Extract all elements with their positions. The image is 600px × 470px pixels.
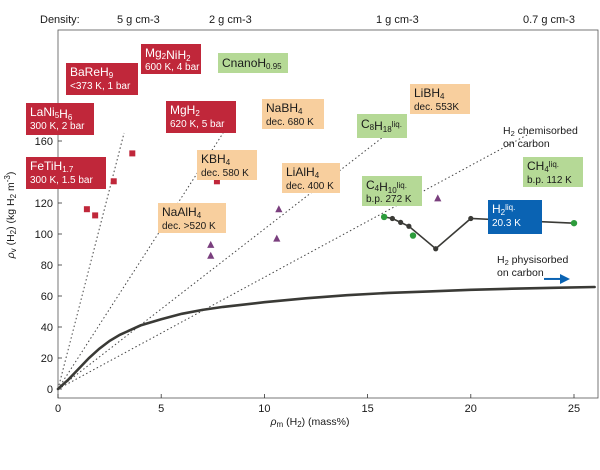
marker-13 bbox=[570, 219, 578, 227]
marker-7 bbox=[207, 240, 215, 248]
marker-3 bbox=[92, 212, 99, 219]
label-title-7: KBH4 bbox=[201, 152, 231, 167]
label-box-10 bbox=[410, 84, 470, 114]
physisorption-curve bbox=[56, 285, 596, 391]
chemisorption-label-line2: on carbon bbox=[503, 138, 550, 150]
y-tick-label-6: 120 bbox=[35, 198, 53, 210]
y-axis-label: ρv (H2) (kg H2 m-3) bbox=[3, 172, 18, 260]
label-detail-8: dec. >520 K bbox=[162, 221, 216, 232]
physisorption-label-line2: on carbon bbox=[497, 267, 544, 279]
label-title-4: MgH2 bbox=[170, 103, 200, 118]
y-tick-label-5: 100 bbox=[35, 229, 53, 241]
marker-10 bbox=[434, 194, 442, 202]
label-title-6: NaBH4 bbox=[266, 101, 303, 116]
marker-12 bbox=[409, 232, 417, 239]
marker-9 bbox=[273, 234, 281, 242]
density-label-2: 2 g cm-3 bbox=[209, 14, 252, 26]
chemisorption-point-2 bbox=[398, 219, 404, 225]
label-box-14 bbox=[488, 200, 542, 234]
label-detail-12: b.p. 272 K bbox=[366, 194, 412, 205]
density-line-3 bbox=[58, 132, 531, 390]
density-line-1 bbox=[58, 132, 224, 390]
label-box-7 bbox=[197, 150, 257, 180]
y-tick-label-2: 40 bbox=[41, 322, 53, 334]
x-tick-label-1: 5 bbox=[158, 403, 164, 415]
y-tick-label-0: 0 bbox=[47, 384, 53, 396]
label-detail-2: 300 K, 2 bar bbox=[30, 121, 85, 132]
label-title-9: LiAlH4 bbox=[286, 165, 320, 180]
label-title-2: LaNi5H6 bbox=[30, 105, 73, 122]
marker-4 bbox=[213, 178, 220, 185]
label-box-4 bbox=[166, 101, 236, 133]
physisorption-label-line1: H2 physisorbed bbox=[497, 254, 568, 267]
label-detail-3: 300 K, 1.5 bar bbox=[30, 175, 93, 186]
label-title-10: LiBH4 bbox=[414, 86, 445, 101]
label-detail-13: b.p. 112 K bbox=[527, 175, 572, 186]
y-tick-label-3: 60 bbox=[41, 291, 53, 303]
x-axis-label: ρm (H2) (mass%) bbox=[270, 416, 350, 429]
y-tick-label-1: 20 bbox=[41, 353, 53, 365]
label-title-8: NaAlH4 bbox=[162, 205, 202, 220]
marker-1 bbox=[110, 178, 117, 185]
label-detail-14: 20.3 K bbox=[492, 218, 521, 229]
chemisorption-point-3 bbox=[406, 223, 412, 229]
density-line-0 bbox=[58, 132, 125, 390]
label-box-12 bbox=[362, 176, 422, 206]
x-tick-label-3: 15 bbox=[361, 403, 373, 415]
marker-2 bbox=[83, 206, 90, 213]
label-box-5 bbox=[218, 53, 288, 73]
density-label-5: 5 g cm-3 bbox=[117, 14, 160, 26]
label-detail-6: dec. 680 K bbox=[266, 117, 314, 128]
chemisorption-label-line1: H2 chemisorbed bbox=[503, 125, 578, 138]
label-box-6 bbox=[262, 99, 324, 129]
marker-6 bbox=[275, 205, 283, 213]
label-box-9 bbox=[282, 163, 340, 193]
label-detail-1: <373 K, 1 bar bbox=[70, 81, 131, 92]
label-title-0: Mg2NiH2 bbox=[145, 46, 191, 63]
x-tick-label-0: 0 bbox=[55, 403, 61, 415]
label-box-1 bbox=[66, 63, 138, 95]
plot-area: 0510152025020406080100120140160ρm (H2) (… bbox=[3, 29, 599, 429]
chemisorption-point-5 bbox=[468, 215, 474, 222]
label-detail-0: 600 K, 4 bar bbox=[145, 62, 200, 73]
chemisorption-point-1 bbox=[389, 215, 395, 222]
label-detail-9: dec. 400 K bbox=[286, 181, 334, 192]
marker-8 bbox=[207, 251, 215, 259]
y-tick-label-4: 80 bbox=[41, 260, 53, 272]
label-box-13 bbox=[523, 157, 583, 187]
label-title-1: BaReH9 bbox=[70, 65, 114, 80]
label-box-8 bbox=[158, 203, 226, 233]
label-detail-7: dec. 580 K bbox=[201, 168, 249, 179]
density-label-1: 1 g cm-3 bbox=[376, 14, 419, 26]
label-box-11 bbox=[357, 114, 407, 138]
chemisorption-point-4 bbox=[433, 246, 439, 252]
density-header: Density: bbox=[40, 14, 80, 26]
x-tick-label-2: 10 bbox=[258, 403, 270, 415]
label-box-0 bbox=[141, 44, 201, 74]
plot-frame bbox=[57, 29, 599, 399]
label-box-2 bbox=[26, 103, 94, 135]
x-tick-label-4: 20 bbox=[465, 403, 477, 415]
x-tick-label-5: 25 bbox=[568, 403, 580, 415]
arrowhead-14 bbox=[560, 273, 570, 284]
marker-11 bbox=[380, 213, 388, 221]
label-box-3 bbox=[26, 157, 106, 189]
label-detail-4: 620 K, 5 bar bbox=[170, 119, 225, 130]
y-tick-label-8: 160 bbox=[35, 136, 53, 148]
density-label-07: 0.7 g cm-3 bbox=[523, 14, 575, 26]
label-detail-10: dec. 553K bbox=[414, 102, 459, 113]
marker-0 bbox=[129, 150, 136, 157]
